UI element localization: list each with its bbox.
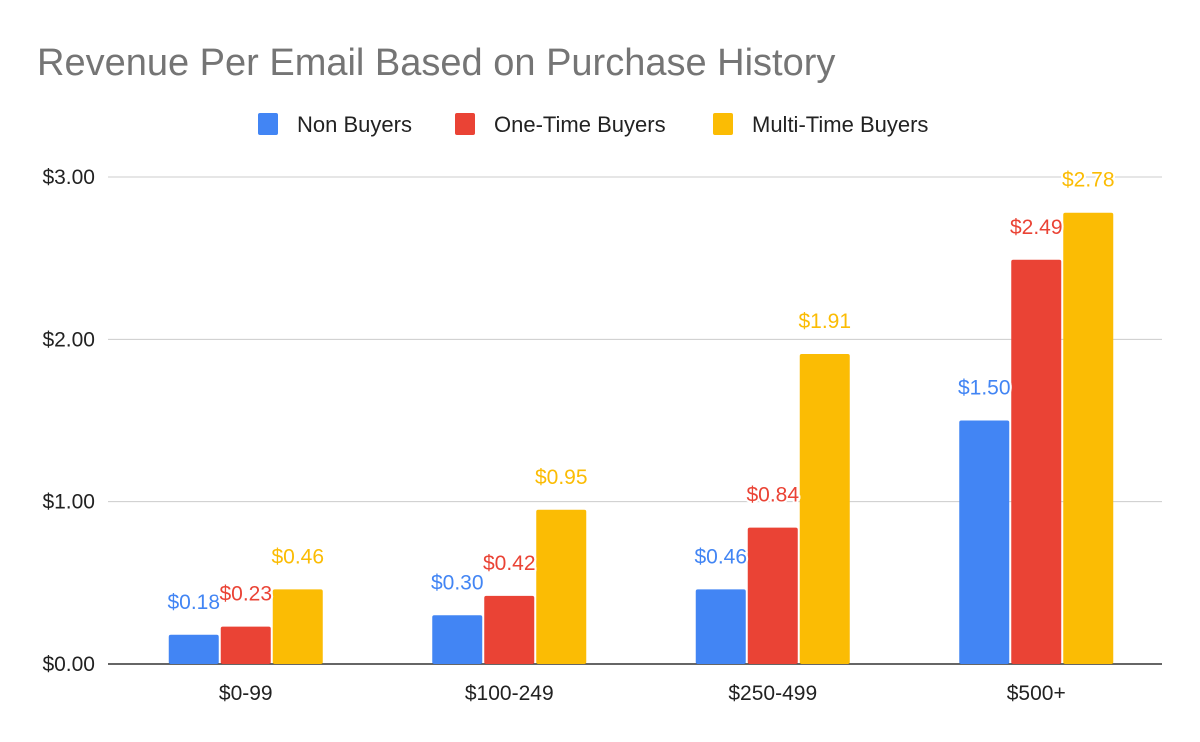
legend-swatch — [258, 113, 278, 135]
legend-label: One-Time Buyers — [494, 112, 666, 137]
data-label: $0.30 — [431, 571, 484, 594]
bar — [747, 527, 798, 664]
data-label: $0.23 — [219, 583, 272, 606]
legend-label: Multi-Time Buyers — [752, 112, 928, 137]
y-tick-label: $2.00 — [42, 328, 95, 351]
bar — [484, 595, 535, 664]
x-axis: $0-99 $100-249 $250-499 $500+ — [219, 682, 1066, 705]
bar — [432, 615, 483, 664]
bar — [272, 589, 323, 664]
data-label: $0.46 — [694, 545, 747, 568]
bar — [536, 509, 587, 664]
legend-swatch — [713, 113, 733, 135]
data-label: $0.84 — [746, 484, 799, 507]
chart-title: Revenue Per Email Based on Purchase Hist… — [37, 42, 835, 84]
legend: Non Buyers One-Time Buyers Multi-Time Buye… — [258, 112, 928, 137]
bar — [1063, 212, 1114, 665]
bar — [695, 589, 746, 664]
bar — [1011, 259, 1062, 664]
y-tick-label: $3.00 — [42, 166, 95, 189]
data-label: $2.49 — [1010, 216, 1063, 239]
legend-swatch — [455, 113, 475, 135]
data-label: $0.46 — [271, 545, 324, 568]
y-tick-label: $0.00 — [42, 653, 95, 676]
bar — [220, 626, 271, 664]
y-tick-label: $1.00 — [42, 491, 95, 514]
data-label: $1.50 — [958, 377, 1011, 400]
gridlines: $0.00 $1.00 $2.00 $3.00 — [42, 166, 1162, 676]
bar — [168, 634, 219, 664]
data-label: $1.91 — [798, 310, 851, 333]
data-labels: $0.18 $0.23 $0.46 $0.30$0.42 $0.95 $0.46 $0.84… — [165, 167, 1116, 616]
x-tick-label: $0-99 — [219, 682, 273, 705]
data-label: $0.95 — [535, 466, 588, 489]
data-label: $0.42 — [483, 552, 536, 575]
x-tick-label: $100-249 — [465, 682, 554, 705]
data-label: $0.18 — [167, 591, 220, 614]
bar — [959, 420, 1010, 664]
x-tick-label: $500+ — [1007, 682, 1066, 705]
bars — [168, 212, 1114, 665]
bar — [799, 353, 850, 664]
legend-label: Non Buyers — [297, 112, 412, 137]
data-label: $2.78 — [1062, 169, 1115, 192]
x-tick-label: $250-499 — [728, 682, 817, 705]
